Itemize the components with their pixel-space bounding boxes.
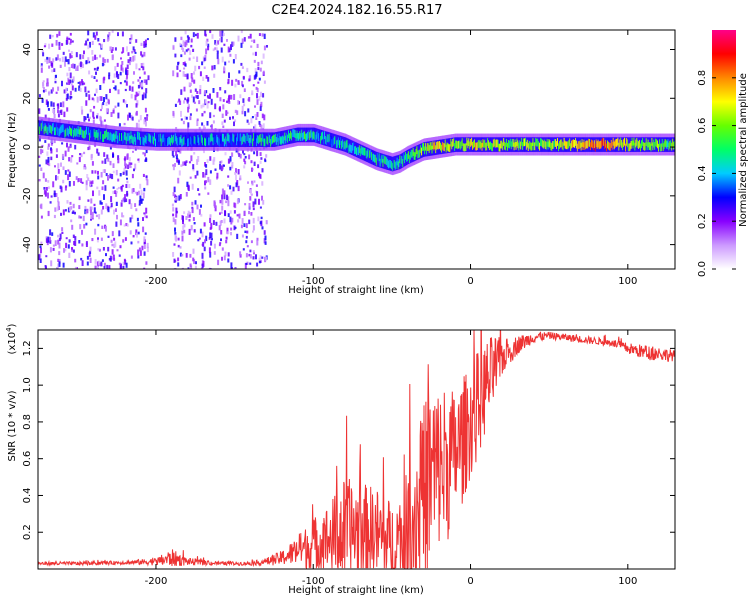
snr-multiplier-close: ): [7, 323, 18, 327]
snr-series-line: [38, 330, 675, 569]
snr-multiplier-base: (x10: [7, 332, 18, 355]
spectrogram-x-tick-label: 0: [467, 276, 473, 287]
spectrogram-x-tick-label: -200: [145, 276, 168, 287]
spectral-ridge: [38, 116, 675, 176]
snr-x-tick-label: -100: [302, 576, 325, 587]
colorbar-tick-label: 0.2: [697, 213, 708, 229]
colorbar-ticks: 0.0 0.2 0.4 0.6 0.8: [697, 70, 736, 277]
spectrogram-frame: [37, 29, 676, 270]
snr-multiplier-exponent: 4: [5, 327, 13, 332]
snr-x-tick-label: -200: [145, 576, 168, 587]
spectrogram-y-tick-label: 0: [22, 144, 33, 150]
colorbar-label: Normalized spectral amplitude: [738, 73, 749, 227]
colorbar: 0.0 0.2 0.4 0.6 0.8 Normalized spectral ampl…: [697, 30, 749, 277]
snr-panel: -200 -100 0 100 0.2 0.4 0.6 0.8 1.0 1.2 Height of…: [5, 323, 676, 596]
spectrogram-y-label: Frequency (Hz): [7, 112, 18, 188]
spectrogram-y-tick-label: -40: [22, 236, 33, 252]
colorbar-tick-label: 0.4: [697, 165, 708, 181]
spectrogram-y-tick-label: 40: [22, 43, 33, 56]
snr-y-label: SNR (10 * v/v): [7, 390, 18, 461]
snr-x-label: Height of straight line (km): [288, 585, 424, 596]
snr-x-tick-label: 0: [467, 576, 473, 587]
snr-x-tick-label: 100: [618, 576, 637, 587]
snr-y-tick-label: 1.2: [22, 340, 33, 356]
spectrogram-x-tick-label: 100: [618, 276, 637, 287]
spectrogram-heatmap: [38, 30, 675, 269]
spectrogram-y-tick-label: 20: [22, 92, 33, 105]
snr-y-tick-label: 0.2: [22, 524, 33, 540]
spectrogram-x-tick-label: -100: [302, 276, 325, 287]
snr-y-tick-label: 0.4: [22, 488, 33, 504]
snr-y-tick-label: 0.8: [22, 414, 33, 430]
spectrogram-x-label: Height of straight line (km): [288, 285, 424, 296]
colorbar-tick-label: 0.6: [697, 118, 708, 134]
snr-y-tick-label: 0.6: [22, 451, 33, 467]
snr-frame: [37, 329, 676, 570]
figure-title: C2E4.2024.182.16.55.R17: [271, 3, 442, 18]
spectrogram-y-tick-label: -20: [22, 188, 33, 204]
colorbar-gradient: [712, 30, 736, 269]
colorbar-tick-label: 0.8: [697, 70, 708, 86]
snr-axes: -200 -100 0 100 0.2 0.4 0.6 0.8 1.0 1.2: [22, 330, 675, 587]
colorbar-tick-label: 0.0: [697, 261, 708, 277]
noise-band-0: [38, 30, 150, 269]
snr-multiplier-label: (x104): [5, 323, 18, 354]
snr-y-tick-label: 1.0: [22, 377, 33, 393]
noise-band-1: [171, 30, 268, 269]
